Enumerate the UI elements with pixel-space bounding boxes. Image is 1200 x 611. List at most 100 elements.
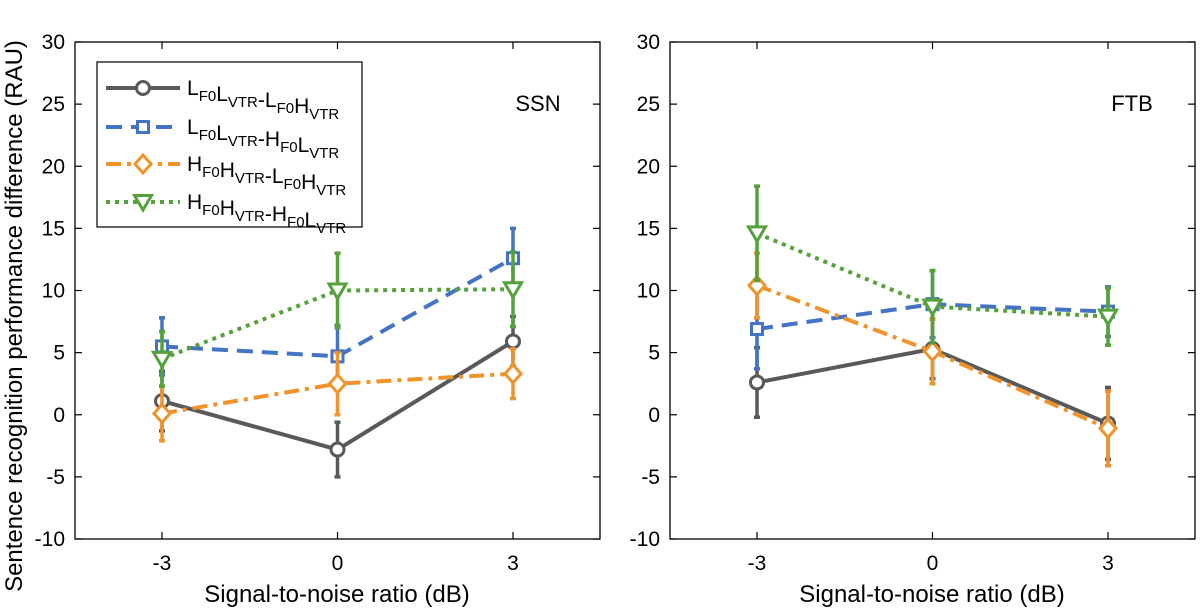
- legend-label-part: H: [220, 159, 235, 182]
- y-tick-label: 25: [42, 93, 65, 116]
- legend-label-part: -L: [258, 89, 277, 112]
- series-HF0HVTR-HF0LVTR: [150, 250, 525, 388]
- legend-label-part: H: [187, 191, 202, 214]
- legend-label-part: L: [305, 209, 317, 232]
- legend-label-subscript: VTR: [228, 133, 258, 150]
- y-tick-label: 0: [648, 404, 660, 427]
- legend-label-subscript: F0: [287, 214, 305, 231]
- legend-label: HF0HVTR-HF0LVTR: [187, 191, 346, 237]
- legend-label-subscript: VTR: [235, 170, 265, 187]
- y-tick-label: 10: [42, 280, 65, 303]
- y-axis-label: Sentence recognition performance differe…: [1, 40, 28, 592]
- legend-label-subscript: F0: [284, 176, 302, 193]
- legend-label-part: L: [216, 83, 228, 106]
- legend-label-part: H: [187, 153, 202, 176]
- legend-entry: HF0HVTR-HF0LVTR: [106, 191, 346, 237]
- legend-label-subscript: VTR: [316, 182, 346, 199]
- x-tick-label: -3: [153, 552, 172, 575]
- legend-label-part: H: [301, 171, 316, 194]
- y-tick-label: -5: [46, 466, 65, 489]
- diamond-marker: [746, 274, 768, 297]
- x-tick-label: 0: [332, 552, 344, 575]
- diamond-marker: [502, 362, 524, 386]
- legend-label-subscript: F0: [277, 100, 295, 117]
- y-tick-label: 15: [637, 217, 660, 240]
- legend-label-part: H: [294, 95, 309, 118]
- legend-label-subscript: F0: [280, 139, 298, 156]
- legend-entry: LF0LVTR-LF0HVTR: [106, 77, 339, 123]
- y-tick-label: 10: [637, 280, 660, 303]
- circle-marker: [505, 333, 521, 350]
- legend-label-part: -H: [258, 128, 280, 151]
- y-tick-label: 30: [42, 31, 65, 54]
- x-axis-label: Signal-to-noise ratio (dB): [204, 581, 469, 608]
- triangle-marker: [1096, 308, 1120, 328]
- diamond-marker: [922, 340, 943, 363]
- triangle-marker: [745, 225, 769, 245]
- legend: LF0LVTR-LF0HVTRLF0LVTR-HF0LVTRHF0HVTR-LF…: [96, 61, 363, 237]
- x-tick-label: 3: [1102, 552, 1114, 575]
- legend-label-subscript: F0: [202, 164, 220, 181]
- legend-label: LF0LVTR-HF0LVTR: [187, 116, 339, 162]
- axis-ticks: -10 -5 0 5 10 15 20 25 30 -3 0 3: [35, 31, 600, 575]
- square-marker: [750, 322, 764, 337]
- y-tick-label: 20: [637, 155, 660, 178]
- legend-label-subscript: VTR: [235, 208, 265, 225]
- panel-ssn: -10 -5 0 5 10 15 20 25 30 -3 0 3 SSN Signal-to-nois…: [35, 31, 601, 608]
- diamond-marker: [327, 372, 348, 395]
- legend-label-part: H: [220, 197, 235, 220]
- series-group: [745, 184, 1120, 468]
- series-HF0HVTR-LF0HVTR: [151, 347, 524, 443]
- circle-marker: [329, 441, 346, 458]
- y-tick-label: 25: [637, 93, 660, 116]
- series-group: [150, 226, 525, 479]
- legend-circle-marker: [135, 80, 151, 96]
- panel-label-ssn: SSN: [515, 91, 560, 116]
- series-HF0HVTR-HF0LVTR: [745, 184, 1120, 347]
- y-tick-label: 0: [53, 404, 65, 427]
- legend-triangle-marker: [131, 194, 155, 213]
- legend-diamond-marker: [132, 152, 154, 176]
- triangle-marker: [150, 350, 174, 370]
- x-axis-label: Signal-to-noise ratio (dB): [799, 581, 1064, 608]
- legend-label-part: L: [216, 122, 228, 145]
- legend-label-subscript: F0: [199, 88, 217, 105]
- y-tick-label: 30: [637, 31, 660, 54]
- panel-ftb: -10 -5 0 5 10 15 20 25 30 -3 0 3 FTB Signal-to-nois…: [630, 31, 1196, 608]
- triangle-marker: [326, 282, 349, 302]
- y-tick-label: -10: [35, 528, 65, 551]
- triangle-marker: [921, 298, 944, 318]
- x-tick-label: -3: [748, 552, 767, 575]
- x-tick-label: 3: [507, 552, 519, 575]
- legend-label-subscript: VTR: [309, 106, 339, 123]
- legend-label-part: L: [298, 134, 310, 157]
- y-tick-label: -10: [630, 528, 660, 551]
- y-tick-label: -5: [641, 466, 660, 489]
- legend-label-part: L: [187, 77, 199, 100]
- circle-marker: [749, 374, 765, 391]
- diamond-marker: [151, 402, 173, 425]
- y-tick-label: 15: [42, 217, 65, 240]
- y-tick-label: 20: [42, 155, 65, 178]
- panel-label-ftb: FTB: [1111, 91, 1153, 116]
- legend-entry: LF0LVTR-HF0LVTR: [106, 116, 339, 162]
- triangle-marker: [501, 281, 525, 301]
- legend-label-part: -L: [265, 165, 284, 188]
- legend-label-subscript: F0: [199, 127, 217, 144]
- legend-entry: HF0HVTR-LF0HVTR: [106, 152, 346, 199]
- legend-label-subscript: VTR: [228, 94, 258, 111]
- axis-ticks: -10 -5 0 5 10 15 20 25 30 -3 0 3: [630, 31, 1195, 575]
- legend-label: HF0HVTR-LF0HVTR: [187, 153, 346, 199]
- legend-label-subscript: VTR: [316, 220, 346, 237]
- legend-label-part: L: [187, 116, 199, 139]
- legend-label-subscript: F0: [202, 202, 220, 219]
- legend-label-part: -H: [265, 203, 287, 226]
- y-tick-label: 5: [648, 342, 660, 365]
- legend-label: LF0LVTR-LF0HVTR: [187, 77, 339, 123]
- legend-square-marker: [136, 120, 150, 134]
- y-tick-label: 5: [53, 342, 65, 365]
- x-tick-label: 0: [927, 552, 939, 575]
- legend-label-subscript: VTR: [309, 145, 339, 162]
- diamond-marker: [1097, 417, 1119, 440]
